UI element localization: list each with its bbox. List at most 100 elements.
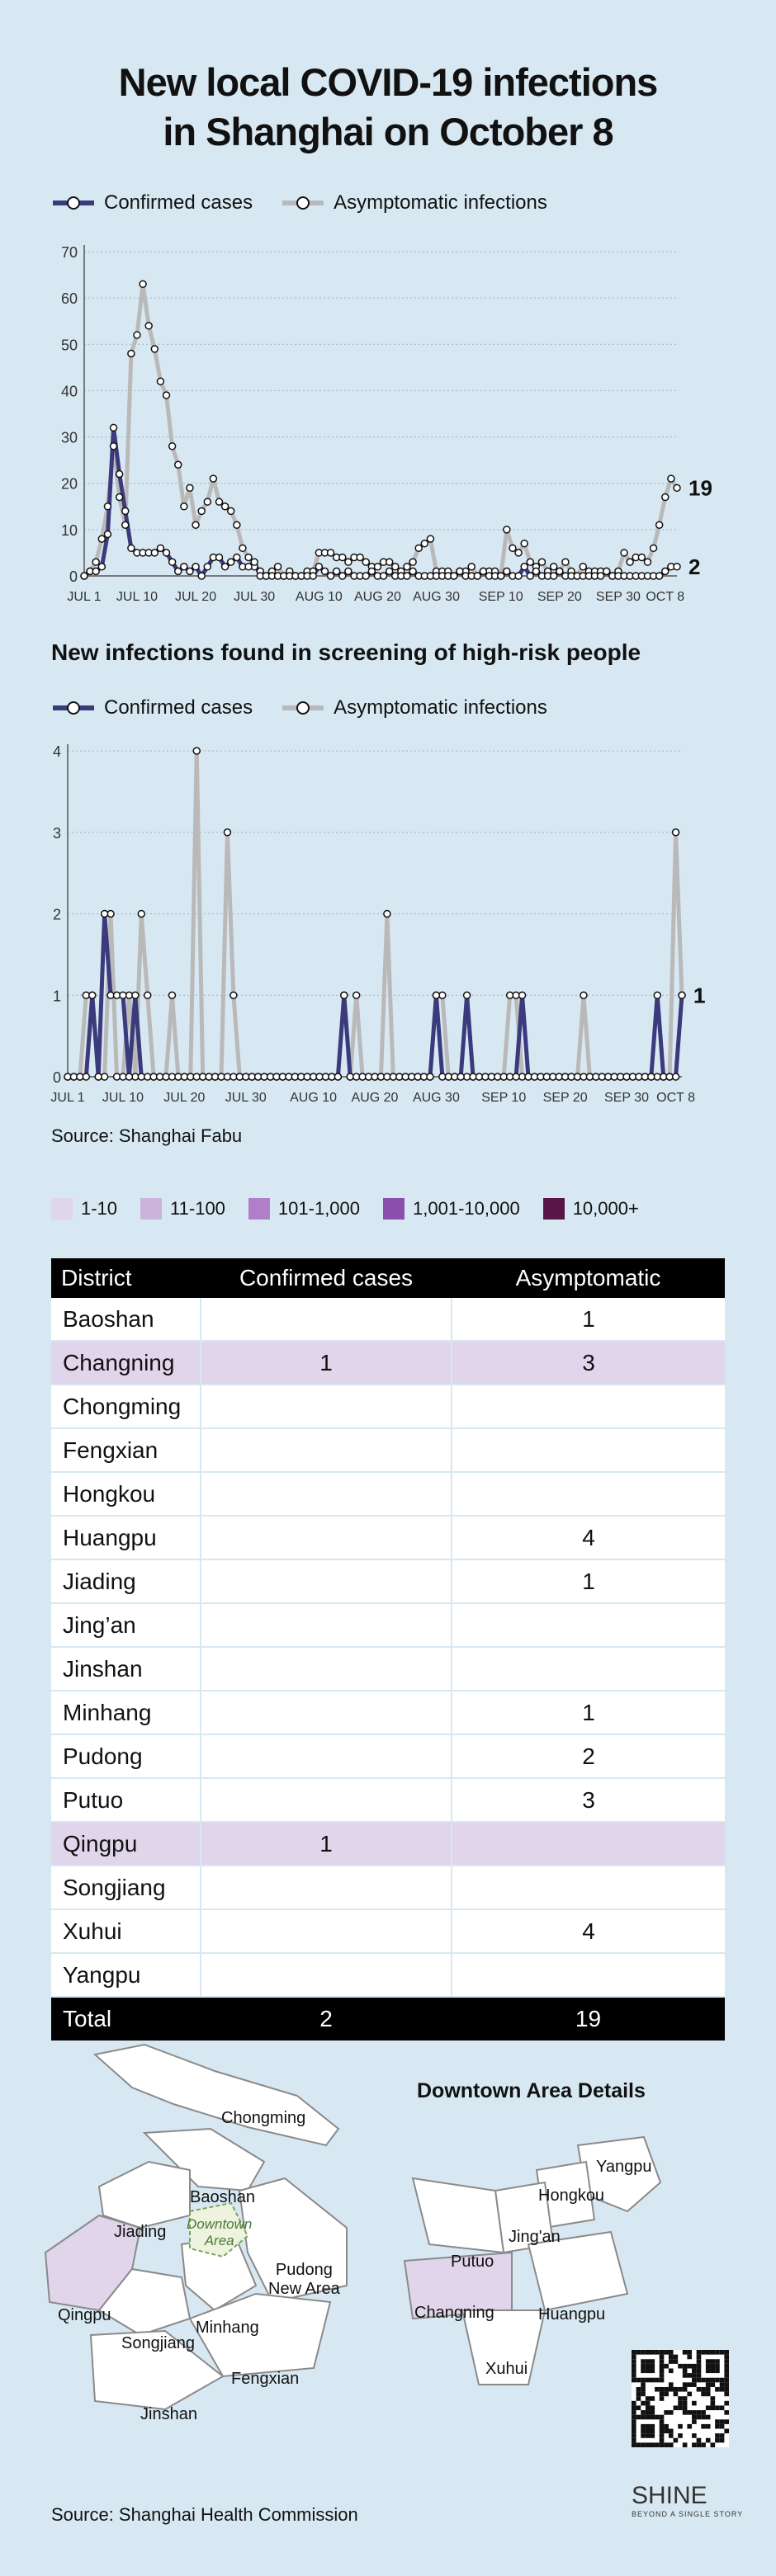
- qr-module: [659, 2396, 665, 2401]
- qr-module: [692, 2377, 697, 2383]
- table-cell: Minhang: [51, 1691, 201, 1735]
- qr-module: [724, 2419, 729, 2424]
- qr-module: [650, 2410, 655, 2415]
- table-cell: 1: [200, 1341, 452, 1385]
- confirmed-point: [186, 567, 194, 576]
- table-cell: Baoshan: [51, 1298, 201, 1342]
- confirmed-point: [125, 1073, 134, 1081]
- title-line-1: New local COVID-19 infections: [118, 60, 659, 104]
- qr-module: [673, 2359, 679, 2364]
- color-key-label: 10,000+: [572, 1198, 639, 1219]
- confirmed-point: [173, 567, 182, 576]
- table-cell: Jinshan: [51, 1647, 201, 1691]
- color-key-item: 10,000+: [542, 1198, 639, 1220]
- songjiang-shape: [97, 2267, 192, 2337]
- qr-module: [645, 2359, 651, 2364]
- chart2-high-risk-screening: 0 1 2 3 4 JUL 1 JUL 10 JUL 20 JUL 30 AUG 10 AUG 20…: [50, 743, 705, 1105]
- qr-code-icon[interactable]: [632, 2350, 729, 2447]
- table-row: Changning 1 3: [51, 1341, 725, 1385]
- color-key-swatch: [248, 1198, 270, 1220]
- color-key-swatch: [140, 1198, 163, 1220]
- label-songjiang: Songjiang: [121, 2334, 195, 2352]
- confirmed-point: [168, 558, 177, 566]
- color-key-item: 101-1,000: [248, 1198, 360, 1220]
- qr-module: [636, 2350, 641, 2355]
- asymptomatic-point: [391, 563, 400, 571]
- confirmed-point: [338, 572, 347, 580]
- qr-module: [687, 2363, 693, 2369]
- qr-module: [687, 2350, 693, 2355]
- qr-module: [632, 2363, 636, 2369]
- confirmed-point: [192, 563, 200, 571]
- legend2-confirmed-label: Confirmed cases: [104, 696, 253, 719]
- qr-module: [641, 2428, 646, 2434]
- qr-module: [678, 2433, 683, 2438]
- qr-module: [692, 2414, 697, 2420]
- asymptomatic-line-icon: [282, 196, 324, 210]
- confirmed-point: [661, 567, 670, 576]
- qr-module: [719, 2419, 725, 2424]
- table-cell: 1: [452, 1559, 725, 1604]
- qr-module: [659, 2368, 665, 2374]
- confirmed-point: [532, 567, 541, 576]
- qr-module: [724, 2377, 729, 2383]
- total-cell: 19: [452, 1997, 725, 2041]
- legend-asymptomatic: Asymptomatic infections: [281, 191, 547, 215]
- jinshan-shape: [89, 2329, 225, 2411]
- asymptomatic-point: [103, 502, 112, 511]
- asymptomatic-point: [326, 549, 335, 557]
- qr-module: [696, 2373, 702, 2378]
- color-key-legend: 1-10 11-100 101-1,000 1,001-10,000 10,000+: [51, 1198, 662, 1220]
- table-cell: Changning: [51, 1341, 201, 1385]
- qr-module: [641, 2410, 646, 2415]
- qr-module: [645, 2423, 651, 2429]
- qr-module: [664, 2442, 669, 2447]
- qr-module: [632, 2437, 636, 2443]
- qr-module: [692, 2410, 697, 2415]
- qr-module: [715, 2437, 720, 2443]
- shine-logo[interactable]: SHINE BEYOND A SINGLE STORY: [632, 2482, 743, 2518]
- asymptomatic-point: [467, 563, 476, 571]
- x-tick-label: JUL 30: [234, 590, 275, 604]
- label-chongming: Chongming: [221, 2109, 306, 2127]
- qr-module: [655, 2442, 660, 2447]
- asymptomatic-point: [121, 521, 130, 529]
- confirmed-point: [119, 991, 127, 999]
- qr-module: [645, 2400, 651, 2406]
- table-cell: [452, 1866, 725, 1910]
- qr-module: [696, 2386, 702, 2392]
- table-row: Xuhui 4: [51, 1909, 725, 1954]
- confirmed-point: [156, 544, 165, 553]
- table-cell: Xuhui: [51, 1909, 201, 1954]
- qr-module: [719, 2377, 725, 2383]
- qr-module: [678, 2400, 683, 2406]
- color-key-item: 11-100: [140, 1198, 225, 1220]
- asymptomatic-point: [626, 558, 634, 566]
- label-jinshan: Jinshan: [140, 2405, 197, 2423]
- asymptomatic-point: [244, 553, 253, 562]
- qr-module: [664, 2386, 669, 2392]
- qr-module: [668, 2442, 674, 2447]
- page-title: New local COVID-19 infections in Shangha…: [0, 58, 776, 157]
- qr-module: [692, 2373, 697, 2378]
- chart2-legend: Confirmed cases Asymptomatic infections: [51, 693, 575, 723]
- end-label-confirmed: 1: [693, 983, 705, 1007]
- qr-module: [715, 2423, 720, 2429]
- qr-module: [687, 2373, 693, 2378]
- table-row: Jing’an: [51, 1603, 725, 1648]
- qr-module: [692, 2400, 697, 2406]
- source-health-commission: Source: Shanghai Health Commission: [51, 2504, 358, 2525]
- qr-module: [636, 2396, 641, 2401]
- table-cell: [200, 1385, 452, 1429]
- x-tick-label: SEP 20: [543, 1091, 588, 1105]
- qr-module: [641, 2391, 646, 2397]
- asymptomatic-point: [549, 563, 558, 571]
- asymptomatic-point: [133, 331, 141, 339]
- qr-module: [705, 2368, 711, 2374]
- confirmed-point: [226, 558, 235, 566]
- x-tick-label: JUL 10: [102, 1091, 144, 1105]
- qr-module: [632, 2350, 636, 2355]
- qr-module: [668, 2428, 674, 2434]
- pudong-shape: [238, 2177, 348, 2304]
- table-row: Hongkou: [51, 1472, 725, 1517]
